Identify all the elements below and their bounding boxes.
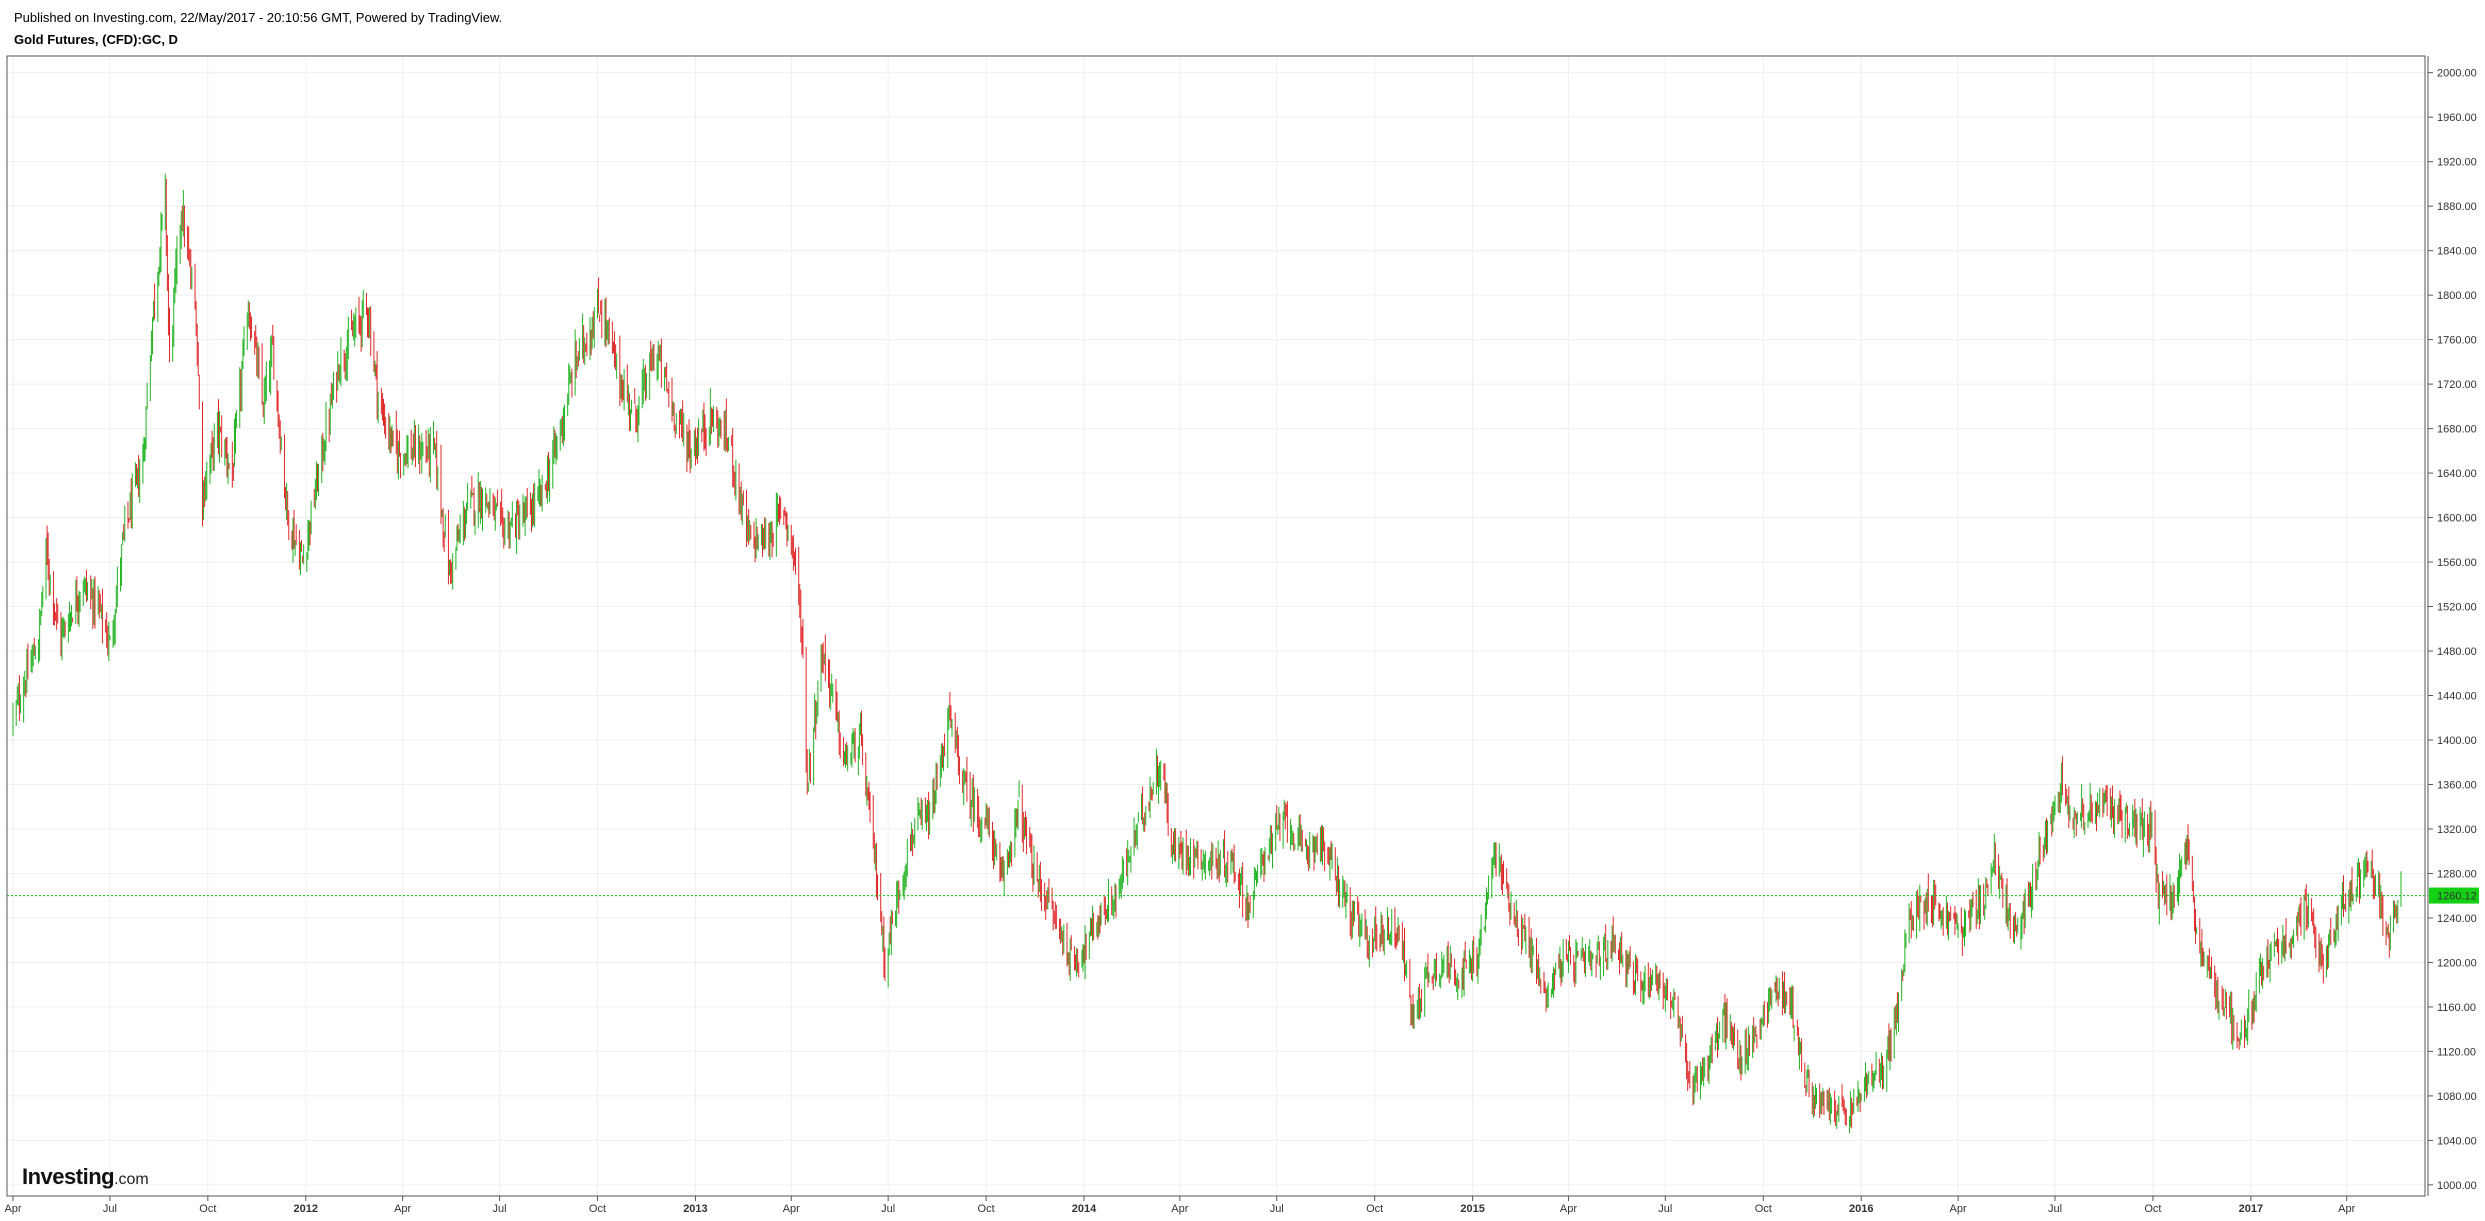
x-tick-label: Apr	[1950, 1203, 1967, 1215]
x-tick-label: Apr	[4, 1203, 21, 1215]
last-price-label: 1260.12	[2437, 891, 2477, 903]
chart-title: Gold Futures, (CFD):GC, D	[14, 32, 178, 47]
y-tick-label: 1920.00	[2437, 157, 2477, 169]
y-tick-label: 1600.00	[2437, 513, 2477, 525]
y-tick-label: 1880.00	[2437, 201, 2477, 213]
x-tick-label: Apr	[394, 1203, 411, 1215]
logo-brand: Investing	[22, 1164, 115, 1189]
x-tick-label: Oct	[978, 1203, 995, 1215]
investing-logo[interactable]: Investing.com	[22, 1164, 149, 1190]
y-tick-label: 1320.00	[2437, 824, 2477, 836]
y-tick-label: 1000.00	[2437, 1180, 2477, 1192]
x-tick-label: Oct	[589, 1203, 606, 1215]
x-tick-label: Oct	[1755, 1203, 1772, 1215]
y-tick-label: 1560.00	[2437, 557, 2477, 569]
y-tick-label: 1800.00	[2437, 290, 2477, 302]
y-axis[interactable]: 1000.00 1040.00 1080.00 1120.00 1160.00 1200.…	[2427, 56, 2477, 1196]
x-tick-label: Oct	[1366, 1203, 1383, 1215]
last-price-badge-bg	[2429, 887, 2479, 904]
x-tick-label: Apr	[783, 1203, 800, 1215]
x-tick-label: 2017	[2239, 1203, 2263, 1215]
y-tick-label: 1440.00	[2437, 691, 2477, 703]
x-tick-label: 2012	[294, 1203, 318, 1215]
y-tick-label: 1120.00	[2437, 1046, 2476, 1058]
x-axis[interactable]: Apr Jul Oct 2012 Apr Jul Oct 2013 Apr Jul Oct 2014 A…	[4, 1196, 2356, 1215]
x-tick-label: Apr	[1171, 1203, 1188, 1215]
last-price-badge: 1260.12	[2429, 887, 2479, 904]
y-tick-label: 1520.00	[2437, 602, 2477, 614]
x-tick-label: Jul	[881, 1203, 895, 1215]
y-tick-label: 1680.00	[2437, 424, 2477, 436]
candles[interactable]	[12, 173, 2402, 1134]
x-tick-label: Apr	[1560, 1203, 1577, 1215]
x-tick-label: Oct	[2144, 1203, 2161, 1215]
y-tick-label: 1080.00	[2437, 1091, 2477, 1103]
x-tick-label: Jul	[2048, 1203, 2062, 1215]
x-tick-label: Oct	[199, 1203, 216, 1215]
y-tick-label: 1160.00	[2437, 1002, 2476, 1014]
y-tick-label: 1280.00	[2437, 868, 2477, 880]
x-tick-label: 2016	[1849, 1203, 1873, 1215]
plot-frame	[6, 55, 2426, 1197]
y-tick-label: 1840.00	[2437, 246, 2477, 258]
y-tick-label: 1200.00	[2437, 957, 2477, 969]
x-tick-label: 2014	[1072, 1203, 1097, 1215]
y-tick-label: 1040.00	[2437, 1135, 2477, 1147]
y-tick-label: 1640.00	[2437, 468, 2477, 480]
y-tick-label: 1960.00	[2437, 112, 2477, 124]
x-tick-label: Jul	[493, 1203, 507, 1215]
x-tick-label: 2015	[1460, 1203, 1484, 1215]
logo-suffix: .com	[114, 1171, 149, 1188]
x-tick-label: 2013	[683, 1203, 707, 1215]
y-tick-label: 1360.00	[2437, 779, 2477, 791]
y-tick-label: 2000.00	[2437, 68, 2477, 80]
x-tick-label: Apr	[2338, 1203, 2355, 1215]
x-tick-label: Jul	[1270, 1203, 1284, 1215]
grid	[7, 56, 2425, 1196]
x-tick-label: Jul	[1658, 1203, 1672, 1215]
y-tick-label: 1760.00	[2437, 335, 2477, 347]
x-tick-label: Jul	[103, 1203, 117, 1215]
y-tick-label: 1720.00	[2437, 379, 2477, 391]
y-tick-label: 1480.00	[2437, 646, 2477, 658]
y-tick-label: 1240.00	[2437, 913, 2477, 925]
y-tick-label: 1400.00	[2437, 735, 2477, 747]
published-info: Published on Investing.com, 22/May/2017 …	[14, 10, 503, 25]
